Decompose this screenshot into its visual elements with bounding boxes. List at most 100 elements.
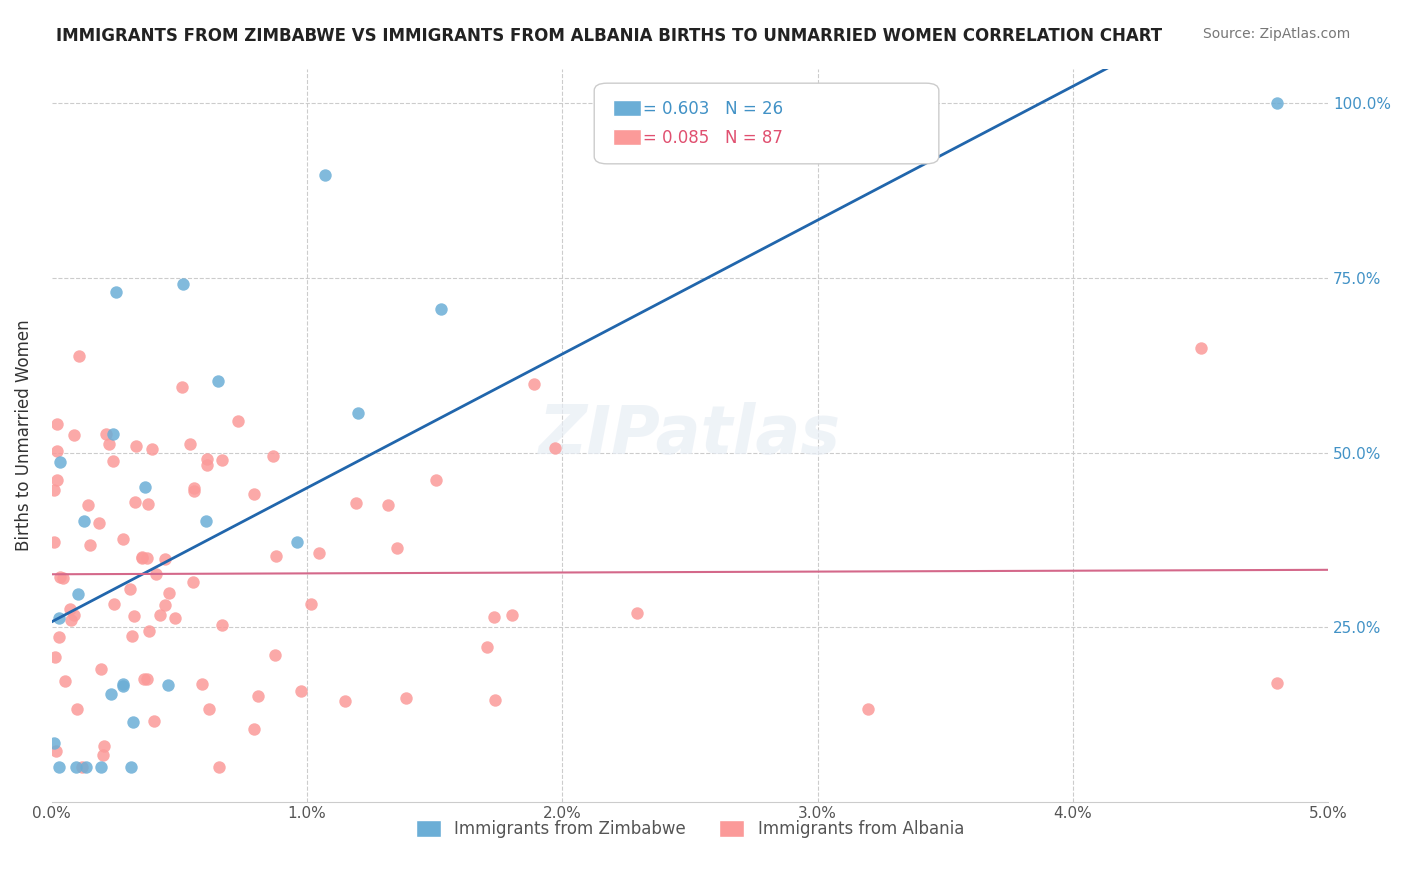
Point [48, 630, 70, 644]
Point [120, 582, 142, 596]
Text: Source: ZipAtlas.com: Source: ZipAtlas.com [1202, 27, 1350, 41]
Point [243, 487, 266, 501]
Point [65, 759, 87, 773]
Point [264, 648, 287, 662]
Point [44, 736, 66, 750]
Point [49, 570, 72, 584]
Point [314, 169, 336, 183]
Point [45, 473, 67, 487]
Point [59, 613, 82, 627]
Point [211, 617, 233, 632]
Point [179, 436, 201, 450]
Point [100, 687, 122, 701]
Point [111, 677, 134, 691]
Point [46, 443, 69, 458]
Point [90, 759, 112, 773]
Point [262, 450, 284, 464]
Point [75, 759, 97, 773]
Point [149, 607, 172, 622]
Point [207, 374, 229, 388]
Y-axis label: Births to Unmarried Women: Births to Unmarried Women [15, 319, 32, 551]
Point [49, 455, 72, 469]
Point [191, 677, 214, 691]
Point [111, 679, 134, 693]
Point [183, 483, 205, 498]
Point [136, 497, 159, 511]
Point [1265, 676, 1288, 690]
Point [70, 759, 93, 773]
Point [44, 535, 66, 549]
Point [48, 759, 70, 773]
Point [211, 452, 233, 467]
Point [66, 701, 89, 715]
Point [172, 277, 194, 291]
Point [138, 624, 160, 639]
Point [121, 629, 143, 643]
Point [170, 380, 193, 394]
Bar [613, 100, 641, 116]
Point [208, 759, 231, 773]
Point [142, 714, 165, 728]
Point [484, 693, 506, 707]
Point [53, 673, 76, 688]
Point [157, 586, 180, 600]
Point [141, 442, 163, 456]
Point [163, 611, 186, 625]
Point [1189, 341, 1212, 355]
Point [482, 610, 505, 624]
Point [90, 662, 112, 676]
Point [63, 427, 86, 442]
Point [103, 597, 125, 611]
Point [134, 480, 156, 494]
Point [45, 744, 67, 758]
Point [183, 482, 205, 496]
Point [73, 514, 96, 528]
Point [76, 498, 98, 512]
Point [347, 406, 370, 420]
Point [308, 546, 330, 560]
Point [195, 451, 218, 466]
Legend: Immigrants from Zimbabwe, Immigrants from Albania: Immigrants from Zimbabwe, Immigrants fro… [409, 813, 970, 845]
Point [290, 684, 312, 698]
Point [122, 714, 145, 729]
Point [155, 552, 177, 566]
Point [394, 690, 416, 705]
Point [198, 702, 221, 716]
Point [44, 483, 66, 497]
Point [135, 550, 157, 565]
Point [131, 551, 153, 566]
Point [63, 607, 86, 622]
Point [153, 598, 176, 612]
Point [183, 575, 205, 590]
Bar [613, 129, 641, 145]
Point [87, 516, 110, 530]
Point [264, 549, 287, 564]
Point [856, 702, 879, 716]
Point [299, 597, 322, 611]
Point [522, 377, 544, 392]
Point [48, 611, 70, 625]
Point [377, 499, 399, 513]
Point [430, 301, 453, 316]
Point [79, 538, 101, 552]
Point [195, 514, 218, 528]
Point [67, 350, 90, 364]
Point [97, 437, 120, 451]
Point [333, 694, 356, 708]
Point [1265, 96, 1288, 111]
Point [46, 417, 69, 431]
Point [93, 739, 115, 754]
Point [626, 607, 648, 621]
Text: IMMIGRANTS FROM ZIMBABWE VS IMMIGRANTS FROM ALBANIA BIRTHS TO UNMARRIED WOMEN CO: IMMIGRANTS FROM ZIMBABWE VS IMMIGRANTS F… [56, 27, 1163, 45]
Point [120, 759, 142, 773]
Point [125, 439, 148, 453]
Point [501, 607, 523, 622]
Point [344, 496, 367, 510]
Point [44, 650, 66, 665]
Point [385, 541, 408, 555]
Point [425, 473, 447, 487]
Point [96, 427, 118, 442]
Point [112, 532, 135, 546]
Point [91, 747, 114, 762]
Point [104, 285, 127, 299]
